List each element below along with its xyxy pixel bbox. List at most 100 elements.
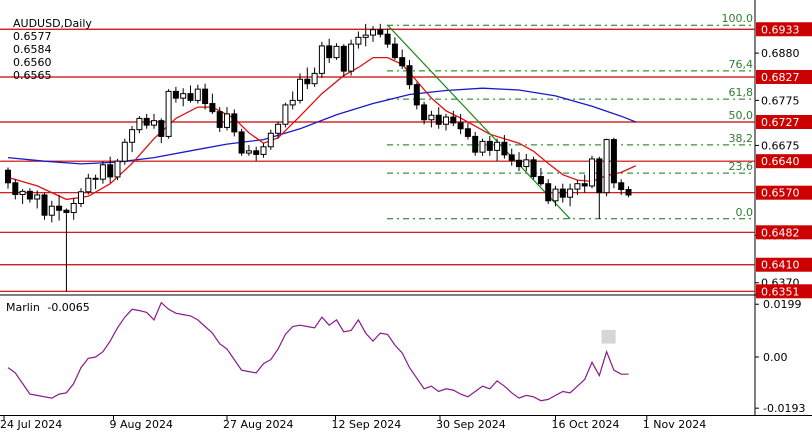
fibo-level-label: 23,6 [729,160,754,173]
candle-body [464,128,471,137]
candle-body [56,205,63,211]
candle-body [172,90,179,99]
oscillator-line [7,301,629,402]
candle-body [260,146,267,155]
candle-body [202,88,209,105]
x-tick-label: 12 Sep 2024 [332,418,402,431]
osc-y-tick-label: 0.00 [763,351,788,364]
candle-body [63,209,70,214]
candle-body [267,132,274,148]
candle-body [384,33,391,45]
x-tick-label: 30 Sep 2024 [436,418,506,431]
price-level-tag [756,257,812,272]
candle-body [245,150,252,154]
candle-body [516,159,522,168]
candle-body [187,93,194,101]
oscillator-group: 0.0199 0.00 -0.0193 [7,298,805,415]
candle-body [289,99,296,106]
price-level-label: 0.6933 [761,23,800,36]
price-level-tag [756,154,812,169]
candle-body [589,158,595,187]
oscillator-highlight [601,329,616,344]
x-tick-label: 1 Nov 2024 [643,418,706,431]
fibo-level-label: 0.0 [736,206,754,219]
chart-header: AUDUSD,Daily 0.6577 0.6584 0.6560 0.6565 [6,4,98,82]
candle-body [282,104,289,125]
price-level-tag [756,185,812,200]
candle-body [340,45,347,72]
candle-body [99,164,106,180]
candle-body [143,117,150,126]
candle-body [151,120,157,126]
candle-body [297,78,303,101]
candle-body [370,29,376,36]
candle-body [581,183,588,187]
candle-body [450,116,457,124]
candle-body [12,182,19,195]
candle-body [85,177,92,193]
x-tick-label: 16 Oct 2024 [552,418,620,431]
indicator-value: -0.0065 [47,301,90,314]
candle-body [70,203,77,214]
y-tick-label: 0.6880 [761,47,800,60]
candle-body [545,183,552,202]
candle-body [180,93,187,99]
price-level-label: 0.6482 [761,226,800,239]
trendline [387,24,571,220]
candle-body [165,90,172,137]
x-tick-label: 27 Aug 2024 [223,418,293,431]
candle-body [596,158,603,194]
fibo-level-label: 76,4 [729,58,754,71]
candle-body [209,103,216,113]
price-level-tag [756,225,812,240]
candle-body [224,113,230,128]
candle-body [486,140,493,151]
candle-body [48,205,55,216]
fibo-level-label: 38,2 [729,132,754,145]
indicator-header: Marlin -0.0065 [6,301,94,314]
candle-body [567,188,574,198]
y-tick-label: 0.6675 [761,139,800,152]
candle-body [406,65,413,86]
candle-body [355,36,362,45]
candle-body [194,88,201,101]
y-tick-label: 0.6775 [761,94,800,107]
candle-body [333,45,340,59]
candle-body [129,129,136,143]
candle-body [377,29,384,35]
candle-body [479,140,486,153]
osc-y-tick-label: -0.0193 [763,402,805,415]
candle-body [559,188,566,198]
candle-body [136,117,143,131]
candle-body [472,135,479,153]
candles-group [5,23,632,292]
low-value: 0.6560 [13,56,52,69]
candle-body [41,194,48,216]
candle-body [107,164,114,178]
candle-body [494,141,501,151]
price-level-label: 0.6827 [761,71,800,84]
candle-body [552,188,559,202]
price-level-tag [756,115,812,130]
moving-average-fast [7,56,637,201]
candle-body [574,183,581,190]
fibo-level-label: 100.0 [722,12,754,25]
candle-body [92,177,99,180]
candle-body [625,189,632,196]
price-level-tag [756,69,812,84]
candle-body [443,116,449,125]
high-value: 0.6584 [13,43,52,56]
candle-body [457,122,464,130]
candle-body [428,114,435,121]
candle-body [348,43,355,72]
x-tick-label: 24 Jul 2024 [0,418,62,431]
candle-body [158,120,165,137]
candle-body [391,43,398,59]
candle-body [413,84,420,106]
candle-body [399,57,406,67]
candle-body [26,190,33,200]
candle-body [34,194,41,200]
price-level-label: 0.6570 [761,187,800,200]
